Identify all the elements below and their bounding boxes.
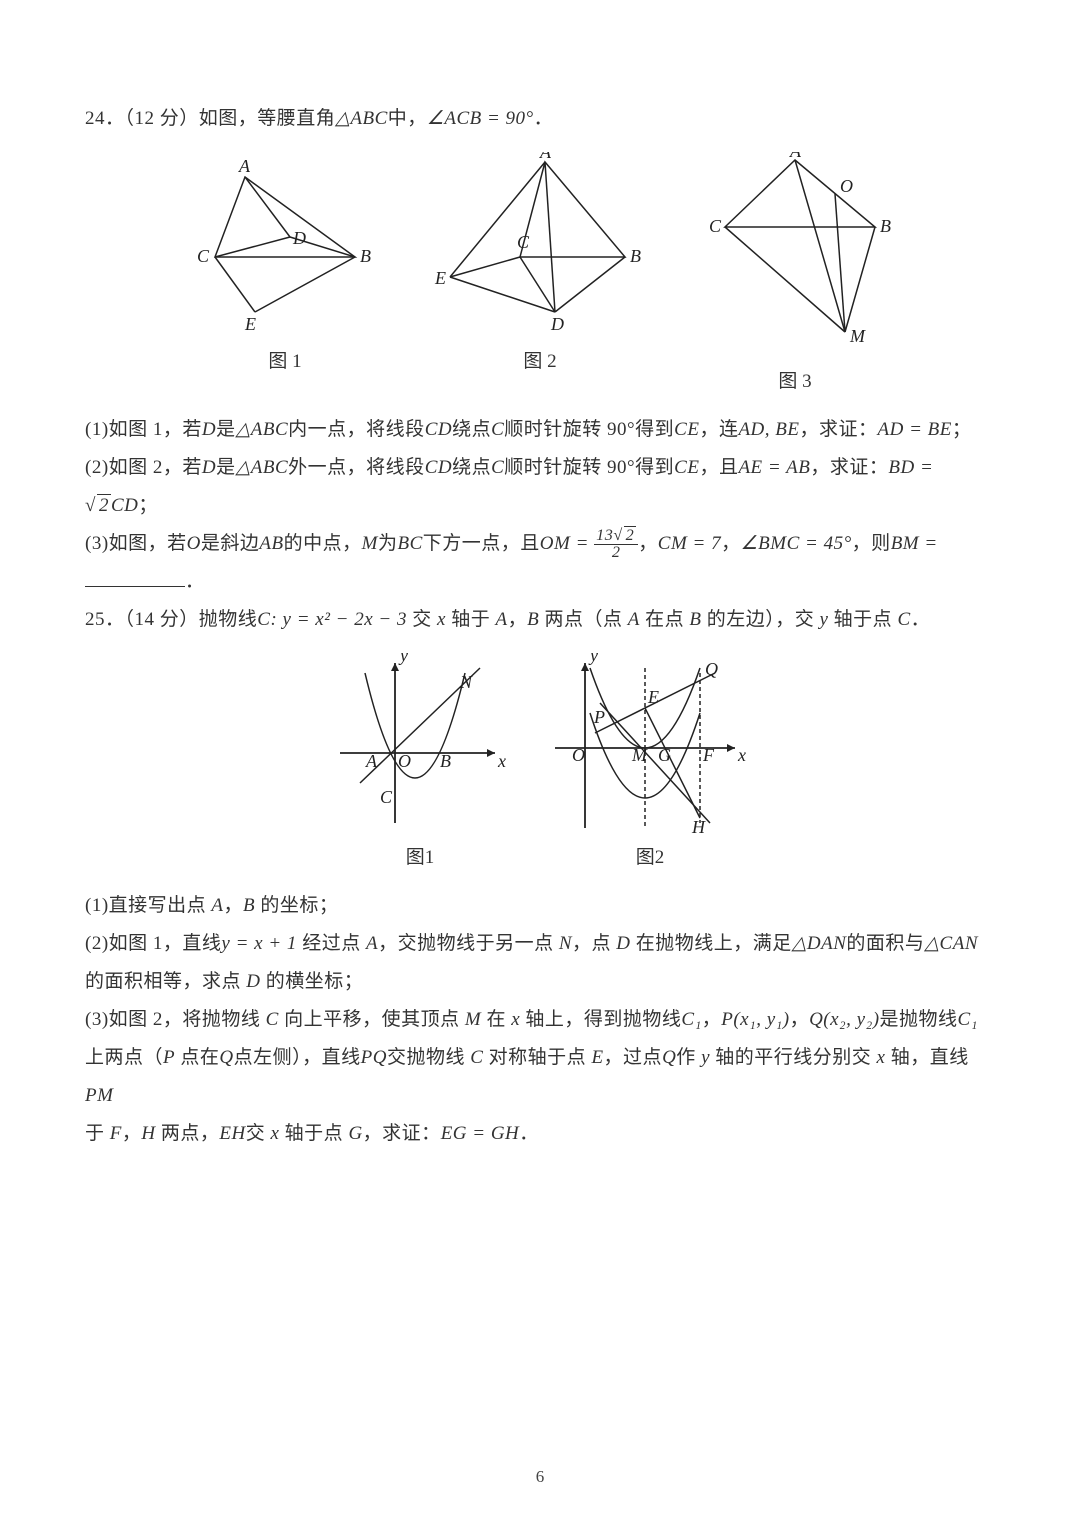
q25-part3-l3: 于 F，H 两点，EH交 x 轴于点 G，求证：EG = GH． <box>85 1115 995 1153</box>
svg-text:B: B <box>440 751 451 771</box>
svg-text:B: B <box>360 246 371 266</box>
svg-text:C: C <box>197 246 210 266</box>
svg-text:G: G <box>658 745 671 765</box>
svg-text:E: E <box>647 687 659 707</box>
svg-text:C: C <box>709 216 722 236</box>
q24-fig3-caption: 图 3 <box>695 366 895 393</box>
svg-text:N: N <box>459 672 473 692</box>
q24-fig1-caption: 图 1 <box>185 346 385 373</box>
q24-figures: A B C D E 图 1 A B C D <box>85 152 995 393</box>
svg-text:M: M <box>849 326 866 346</box>
svg-text:D: D <box>292 228 306 248</box>
svg-text:B: B <box>630 246 641 266</box>
q24-intro: 24．（12 分）如图，等腰直角△ABC中，∠ACB = 90°． <box>85 100 995 138</box>
svg-text:E: E <box>434 268 446 288</box>
page-number: 6 <box>0 1467 1080 1487</box>
q24-fig2-caption: 图 2 <box>425 346 655 373</box>
page: 24．（12 分）如图，等腰直角△ABC中，∠ACB = 90°． A B C … <box>0 0 1080 1527</box>
q24-fig2: A B C D E 图 2 <box>425 152 655 393</box>
svg-text:Q: Q <box>705 659 718 679</box>
q24-fig3: O A B C M 图 3 <box>695 152 895 393</box>
svg-text:x: x <box>497 751 506 771</box>
fraction-om: 1322 <box>594 528 638 561</box>
svg-text:C: C <box>380 787 393 807</box>
svg-text:P: P <box>593 707 605 727</box>
q25-fig2: y x O M G F E P Q H 图2 <box>550 653 750 869</box>
q24-part1: (1)如图 1，若D是△ABC内一点，将线段CD绕点C顺时针旋转 90°得到CE… <box>85 411 995 449</box>
q24-number: 24 <box>85 108 105 129</box>
q25-intro: 25．（14 分）抛物线C: y = x² − 2x − 3 交 x 轴于 A，… <box>85 601 995 639</box>
svg-text:H: H <box>691 817 706 837</box>
svg-text:A: A <box>238 156 251 176</box>
q24-fig1: A B C D E 图 1 <box>185 152 385 393</box>
q25-part2-l2: 的面积相等，求点 D 的横坐标； <box>85 963 995 1001</box>
svg-text:y: y <box>398 653 408 665</box>
svg-text:x: x <box>737 745 746 765</box>
q25-fig1-caption: 图1 <box>330 842 510 869</box>
q25-fig1: y x O A B C N 图1 <box>330 653 510 869</box>
svg-text:A: A <box>365 751 378 771</box>
q25-part1: (1)直接写出点 A，B 的坐标； <box>85 887 995 925</box>
svg-text:C: C <box>517 232 530 252</box>
q24-part3: (3)如图，若O是斜边AB的中点，M为BC下方一点，且OM = 1322，CM … <box>85 525 995 601</box>
q25-figures: y x O A B C N 图1 <box>85 653 995 869</box>
svg-text:B: B <box>880 216 891 236</box>
q25-part3-l2: 上两点（P 点在Q点左侧），直线PQ交抛物线 C 对称轴于点 E，过点Q作 y … <box>85 1039 995 1115</box>
svg-text:A: A <box>539 152 552 162</box>
q25-number: 25 <box>85 609 105 630</box>
q25-fig2-caption: 图2 <box>550 842 750 869</box>
svg-text:y: y <box>588 653 598 665</box>
svg-text:F: F <box>702 745 715 765</box>
svg-text:O: O <box>572 745 585 765</box>
q24-part2: (2)如图 2，若D是△ABC外一点，将线段CD绕点C顺时针旋转 90°得到CE… <box>85 449 995 525</box>
answer-blank[interactable] <box>85 567 185 587</box>
q25-part3-l1: (3)如图 2，将抛物线 C 向上平移，使其顶点 M 在 x 轴上，得到抛物线C… <box>85 1001 995 1039</box>
svg-text:O: O <box>398 751 411 771</box>
svg-text:M: M <box>631 745 648 765</box>
q25-part2-l1: (2)如图 1，直线y = x + 1 经过点 A，交抛物线于另一点 N，点 D… <box>85 925 995 963</box>
svg-text:D: D <box>550 314 564 334</box>
svg-text:O: O <box>840 176 853 196</box>
svg-text:A: A <box>789 152 802 161</box>
svg-text:E: E <box>244 314 256 334</box>
